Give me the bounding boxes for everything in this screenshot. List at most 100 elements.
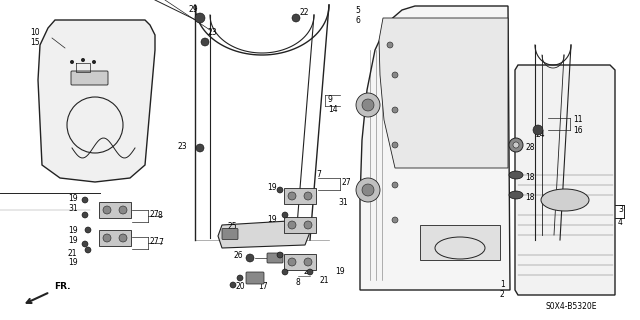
- Circle shape: [282, 269, 288, 275]
- Text: 14: 14: [328, 105, 338, 114]
- Circle shape: [196, 144, 204, 152]
- Circle shape: [70, 60, 74, 64]
- Text: 28: 28: [525, 143, 534, 152]
- Text: 3: 3: [618, 205, 623, 214]
- Text: 8: 8: [295, 278, 300, 287]
- Text: 19: 19: [267, 253, 276, 262]
- Text: 7: 7: [316, 170, 321, 179]
- Text: 1: 1: [500, 280, 505, 289]
- Circle shape: [288, 221, 296, 229]
- Text: 5: 5: [355, 6, 360, 15]
- Circle shape: [292, 14, 300, 22]
- Polygon shape: [99, 230, 131, 246]
- Text: 8: 8: [158, 211, 163, 220]
- Text: FR.: FR.: [54, 282, 70, 291]
- Circle shape: [195, 13, 205, 23]
- Text: 23: 23: [207, 28, 216, 37]
- Text: 19: 19: [68, 236, 77, 245]
- Text: 27: 27: [304, 267, 314, 276]
- Text: 19: 19: [68, 258, 77, 267]
- Circle shape: [119, 234, 127, 242]
- Circle shape: [356, 93, 380, 117]
- Ellipse shape: [509, 191, 523, 199]
- Text: 19: 19: [68, 226, 77, 235]
- Text: 20: 20: [235, 282, 244, 291]
- Polygon shape: [515, 65, 615, 295]
- Text: 24: 24: [536, 130, 545, 139]
- Ellipse shape: [541, 189, 589, 211]
- Text: 12: 12: [228, 232, 237, 241]
- Circle shape: [246, 254, 254, 262]
- FancyBboxPatch shape: [267, 253, 283, 263]
- Text: 21: 21: [68, 249, 77, 258]
- Circle shape: [288, 258, 296, 266]
- Circle shape: [82, 197, 88, 203]
- Text: 19: 19: [335, 267, 344, 276]
- Circle shape: [85, 227, 91, 233]
- Text: 16: 16: [573, 126, 582, 135]
- FancyBboxPatch shape: [246, 272, 264, 284]
- Text: 13: 13: [251, 273, 260, 282]
- Circle shape: [304, 192, 312, 200]
- Text: 15: 15: [30, 38, 40, 47]
- Polygon shape: [420, 225, 500, 260]
- Text: 9: 9: [328, 95, 333, 104]
- Circle shape: [277, 252, 283, 258]
- Circle shape: [392, 182, 398, 188]
- Text: 29: 29: [188, 5, 198, 14]
- Ellipse shape: [509, 171, 523, 179]
- Circle shape: [82, 241, 88, 247]
- Circle shape: [119, 206, 127, 214]
- Polygon shape: [38, 20, 155, 182]
- Circle shape: [513, 142, 519, 148]
- Polygon shape: [284, 217, 316, 233]
- Circle shape: [81, 58, 85, 62]
- Circle shape: [362, 99, 374, 111]
- Text: 26: 26: [233, 251, 243, 260]
- Circle shape: [533, 125, 543, 135]
- Circle shape: [103, 234, 111, 242]
- FancyBboxPatch shape: [71, 71, 108, 85]
- Circle shape: [509, 138, 523, 152]
- Text: 2: 2: [500, 290, 505, 299]
- Text: 11: 11: [573, 115, 582, 124]
- Polygon shape: [284, 188, 316, 204]
- Text: 27: 27: [341, 178, 351, 187]
- Text: S0X4-B5320E: S0X4-B5320E: [545, 302, 596, 311]
- Circle shape: [392, 107, 398, 113]
- Circle shape: [362, 184, 374, 196]
- Text: 19: 19: [68, 194, 77, 203]
- Circle shape: [392, 217, 398, 223]
- Circle shape: [103, 206, 111, 214]
- Polygon shape: [379, 18, 508, 168]
- Text: 27: 27: [150, 210, 159, 219]
- Text: 4: 4: [618, 218, 623, 227]
- Polygon shape: [284, 254, 316, 270]
- Text: 17: 17: [258, 282, 268, 291]
- FancyBboxPatch shape: [222, 228, 238, 239]
- Circle shape: [230, 282, 236, 288]
- Text: 31: 31: [68, 204, 77, 213]
- Circle shape: [307, 269, 313, 275]
- Text: 27: 27: [150, 237, 159, 246]
- Circle shape: [201, 38, 209, 46]
- Text: 31: 31: [338, 198, 348, 207]
- Text: 10: 10: [30, 28, 40, 37]
- Polygon shape: [360, 6, 510, 290]
- Text: 19: 19: [267, 215, 276, 224]
- Text: 18: 18: [525, 173, 534, 182]
- Circle shape: [237, 275, 243, 281]
- Circle shape: [392, 72, 398, 78]
- Circle shape: [85, 247, 91, 253]
- Circle shape: [304, 221, 312, 229]
- Circle shape: [356, 178, 380, 202]
- Circle shape: [277, 187, 283, 193]
- Text: 19: 19: [267, 183, 276, 192]
- Polygon shape: [218, 220, 310, 248]
- Polygon shape: [99, 202, 131, 218]
- Circle shape: [387, 42, 393, 48]
- Text: 18: 18: [525, 193, 534, 202]
- Text: 22: 22: [300, 8, 310, 17]
- Text: 21: 21: [320, 276, 330, 285]
- Text: 25: 25: [228, 222, 237, 231]
